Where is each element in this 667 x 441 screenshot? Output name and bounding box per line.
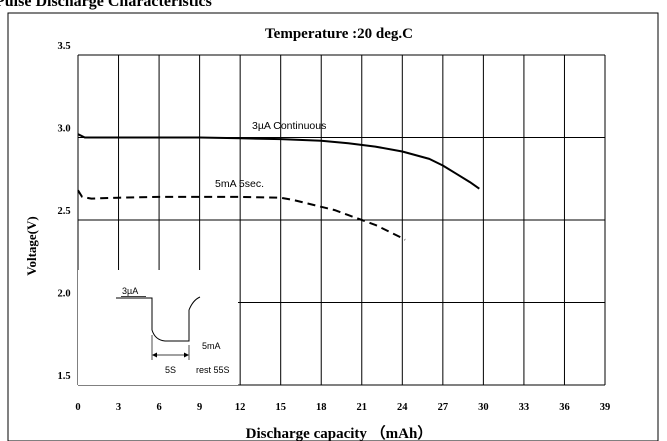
- inset-rest-label: rest 55S: [196, 365, 230, 375]
- x-tick-label: 12: [235, 402, 246, 413]
- y-tick-label: 3.5: [57, 41, 70, 52]
- y-tick-label: 2.0: [57, 289, 70, 300]
- inset-arrowhead-right: [184, 352, 189, 358]
- x-tick-labels: 0 3 6 9 12 15 18 21 24 27 30 33 36 39: [75, 402, 610, 413]
- x-tick-label: 30: [478, 402, 489, 413]
- inset-background: [78, 270, 238, 385]
- inset-pulse-waveform: [116, 296, 201, 342]
- page-heading: Pulse Discharge Characteristics: [0, 0, 212, 10]
- x-tick-label: 33: [519, 402, 530, 413]
- x-tick-label: 24: [397, 402, 408, 413]
- x-tick-label: 21: [357, 402, 368, 413]
- x-tick-label: 36: [559, 402, 570, 413]
- x-tick-label: 9: [197, 402, 202, 413]
- series-line-pulse: [77, 189, 406, 241]
- series-label-continuous: 3µA Continuous: [252, 120, 326, 132]
- y-axis-label: Voltage(V): [24, 216, 39, 275]
- x-tick-label: 39: [600, 402, 611, 413]
- y-tick-label: 1.5: [57, 371, 70, 382]
- inset-low-label: 5mA: [202, 341, 221, 351]
- series-layer: [77, 133, 480, 241]
- x-tick-label: 6: [156, 402, 161, 413]
- pulse-inset: 3µA 5mA 5S rest 55S: [78, 270, 238, 385]
- y-tick-label: 3.0: [57, 124, 70, 135]
- inset-high-label: 3µA: [122, 286, 138, 296]
- series-line-continuous: [77, 133, 480, 190]
- x-tick-label: 0: [75, 402, 80, 413]
- inset-pulse-label: 5S: [165, 365, 176, 375]
- chart-frame: [7, 12, 659, 441]
- y-tick-label: 2.5: [57, 206, 70, 217]
- series-label-pulse: 5mA 5sec.: [215, 178, 264, 190]
- x-tick-label: 3: [116, 402, 121, 413]
- x-tick-label: 15: [275, 402, 286, 413]
- inset-arrowhead-left: [152, 352, 157, 358]
- y-tick-labels: 1.5 2.0 2.5 3.0 3.5: [57, 41, 70, 382]
- chart-title: Temperature :20 deg.C: [265, 26, 413, 42]
- x-axis-label: Discharge capacity （mAh）: [246, 424, 433, 441]
- x-tick-label: 18: [316, 402, 327, 413]
- x-tick-label: 27: [438, 402, 449, 413]
